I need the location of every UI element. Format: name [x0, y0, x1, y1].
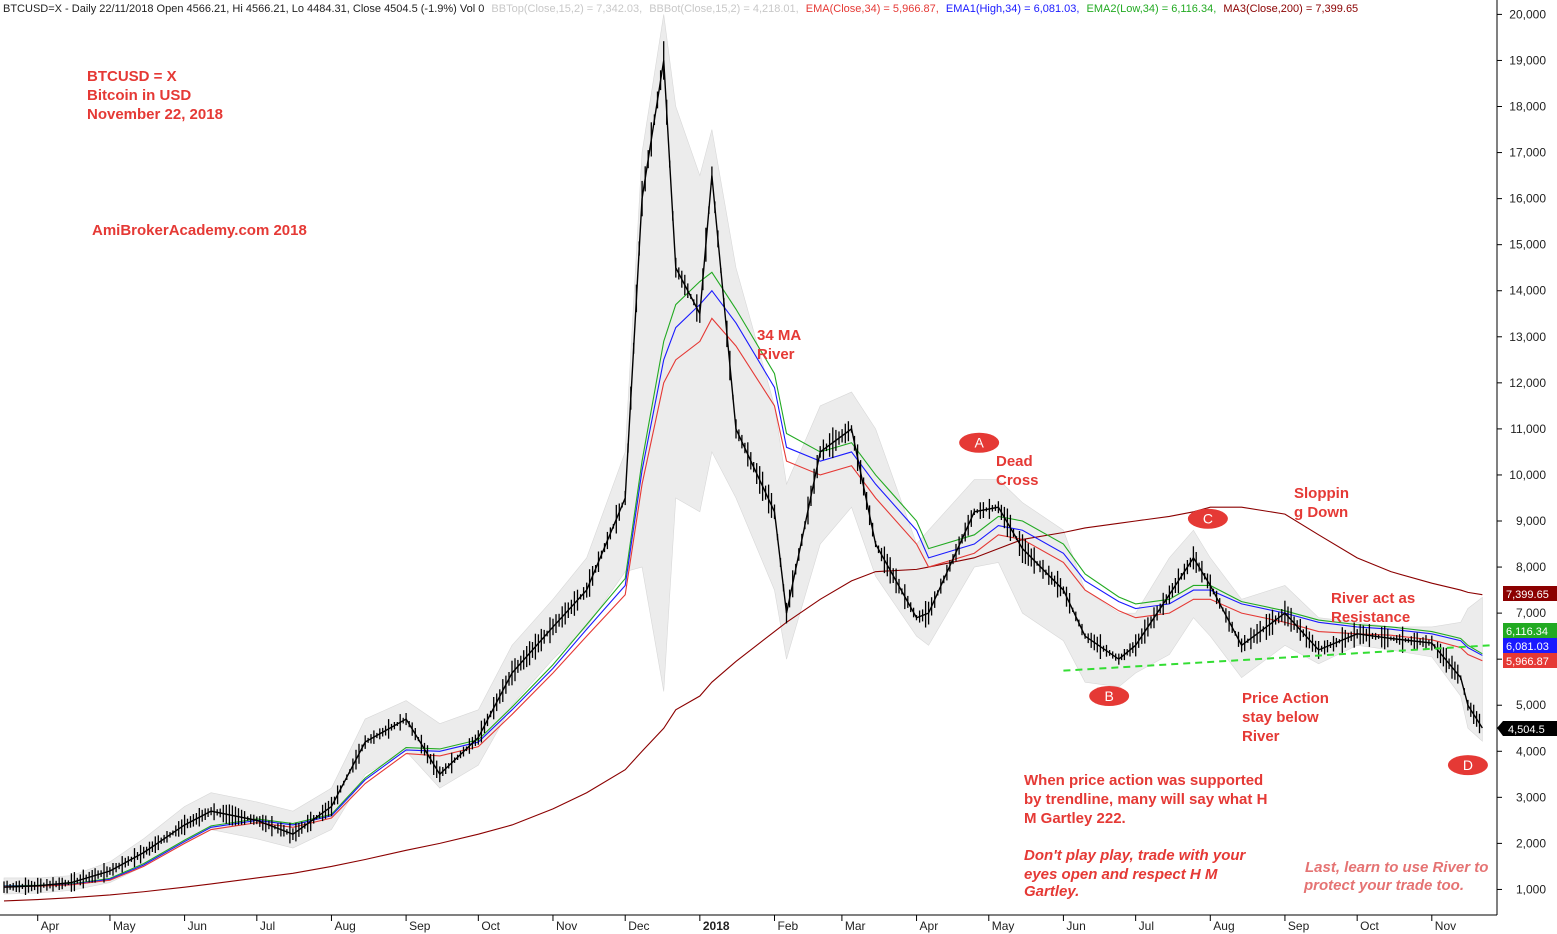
point-d-marker [1447, 755, 1488, 776]
ema2-low-line [3, 271, 1483, 887]
annotation-price-action-1: Price Action [1242, 690, 1329, 707]
point-c-marker [1187, 508, 1228, 529]
x-tick-label: Sep [1288, 919, 1310, 933]
y-tick-label: 14,000 [1509, 284, 1546, 298]
annotation-warning-1: Don't play play, trade with your [1024, 847, 1247, 864]
y-tick-label: 10,000 [1509, 468, 1546, 482]
annotation-note-1: When price action was supported [1024, 772, 1263, 789]
point-b-marker [1089, 686, 1130, 707]
annotation-resistance-2: Resistance [1331, 609, 1410, 626]
y-tick-label: 4,000 [1516, 744, 1546, 758]
point-d-label: D [1463, 757, 1473, 773]
annotation-river-1: 34 MA [757, 327, 801, 344]
y-axis-ticks: 1,0002,0003,0004,0005,0006,0007,0008,000… [1497, 7, 1546, 896]
y-tick-label: 8,000 [1516, 560, 1546, 574]
value-tag-close: 4,504.5 [1497, 721, 1557, 736]
annotation-dead-1: Dead [996, 453, 1033, 470]
value-tag-ema2: 6,116.34 [1503, 623, 1557, 638]
header-ema: EMA(Close,34) = 5,966.87, [806, 3, 939, 15]
x-tick-label: 2018 [703, 919, 730, 933]
y-tick-label: 5,000 [1516, 698, 1546, 712]
value-tag-ema-text: 5,966.87 [1506, 656, 1549, 668]
ma200-line [3, 506, 1483, 902]
annotation-price-action-2: stay below [1242, 709, 1319, 726]
y-tick-label: 11,000 [1510, 422, 1546, 436]
point-c-label: C [1203, 511, 1213, 527]
title-line-2: Bitcoin in USD [87, 87, 191, 104]
y-tick-label: 15,000 [1509, 238, 1546, 252]
header-bbbot: BBBot(Close,15,2) = 4,218.01, [649, 3, 799, 15]
x-tick-label: Oct [481, 919, 500, 933]
annotation-note-2: by trendline, many will say what H [1024, 791, 1267, 808]
x-tick-label: Oct [1360, 919, 1379, 933]
x-tick-label: Jul [1139, 919, 1154, 933]
title-line-1: BTCUSD = X [87, 68, 177, 85]
annotation-slope-2: g Down [1294, 504, 1348, 521]
x-tick-label: May [113, 919, 136, 933]
value-tag-close-text: 4,504.5 [1508, 724, 1545, 736]
x-tick-label: Jul [260, 919, 275, 933]
value-tag-ema1-text: 6,081.03 [1506, 641, 1549, 653]
x-tick-label: Mar [845, 919, 866, 933]
y-tick-label: 16,000 [1509, 192, 1546, 206]
watermark-text: AmiBrokerAcademy.com 2018 [92, 222, 307, 239]
annotation-last-1: Last, learn to use River to [1305, 859, 1488, 876]
value-tag-ema: 5,966.87 [1503, 653, 1557, 668]
y-tick-label: 12,000 [1509, 376, 1546, 390]
x-axis-ticks: Apr May Jun Jul Aug Sep Oct Nov Dec 2018 Feb Mar Apr… [37, 915, 1456, 933]
x-tick-label: Aug [1213, 919, 1234, 933]
y-tick-label: 20,000 [1509, 7, 1546, 21]
x-tick-label: Apr [920, 919, 939, 933]
x-tick-label: Nov [556, 919, 577, 933]
bollinger-bands [3, 14, 1483, 895]
pattern-points: A B C D [959, 432, 1488, 776]
x-tick-label: May [992, 919, 1015, 933]
annotation-resistance-1: River act as [1331, 590, 1415, 607]
x-tick-label: Dec [628, 919, 649, 933]
x-tick-label: Jun [188, 919, 207, 933]
annotation-note-3: M Gartley 222. [1024, 810, 1126, 827]
y-tick-label: 19,000 [1509, 53, 1546, 67]
x-tick-label: Apr [41, 919, 60, 933]
value-tag-ma3-text: 7,399.65 [1506, 589, 1549, 601]
x-tick-label: Aug [334, 919, 355, 933]
title-line-3: November 22, 2018 [87, 106, 223, 123]
y-tick-label: 9,000 [1516, 514, 1546, 528]
annotation-warning-2: eyes open and respect H M [1024, 866, 1218, 883]
y-tick-label: 13,000 [1509, 330, 1546, 344]
header-line: BTCUSD=X - Daily 22/11/2018 Open 4566.21… [3, 3, 1358, 15]
annotation-price-action-3: River [1242, 728, 1280, 745]
annotation-river-2: River [757, 346, 795, 363]
y-tick-label: 3,000 [1516, 790, 1546, 804]
point-a-label: A [974, 435, 984, 451]
price-bars [3, 41, 1483, 895]
point-b-label: B [1104, 688, 1113, 704]
annotation-warning-3: Gartley. [1024, 883, 1079, 900]
annotation-slope-1: Sloppin [1294, 485, 1349, 502]
header-ma3: MA3(Close,200) = 7,399.65 [1223, 3, 1358, 15]
bollinger-band-area [3, 14, 1483, 895]
point-a-marker [959, 432, 1000, 453]
y-tick-label: 17,000 [1509, 146, 1546, 160]
header-ema1: EMA1(High,34) = 6,081.03, [946, 3, 1080, 15]
value-tag-ema1: 6,081.03 [1503, 638, 1557, 653]
y-tick-label: 2,000 [1516, 836, 1546, 850]
y-tick-label: 7,000 [1516, 606, 1546, 620]
x-tick-label: Jun [1066, 919, 1085, 933]
y-tick-label: 1,000 [1516, 882, 1546, 896]
value-tag-ema2-text: 6,116.34 [1506, 626, 1548, 638]
header-ema2: EMA2(Low,34) = 6,116.34, [1087, 3, 1217, 15]
annotation-dead-2: Cross [996, 472, 1039, 489]
x-tick-label: Feb [777, 919, 798, 933]
annotation-last-2: protect your trade too. [1303, 877, 1464, 894]
value-tag-ma3: 7,399.65 [1503, 586, 1557, 601]
x-tick-label: Sep [409, 919, 431, 933]
header-symbol-info: BTCUSD=X - Daily 22/11/2018 Open 4566.21… [3, 3, 484, 15]
header-bbtop: BBTop(Close,15,2) = 7,342.03, [491, 3, 642, 15]
x-tick-label: Nov [1435, 919, 1456, 933]
y-tick-label: 18,000 [1509, 100, 1546, 114]
